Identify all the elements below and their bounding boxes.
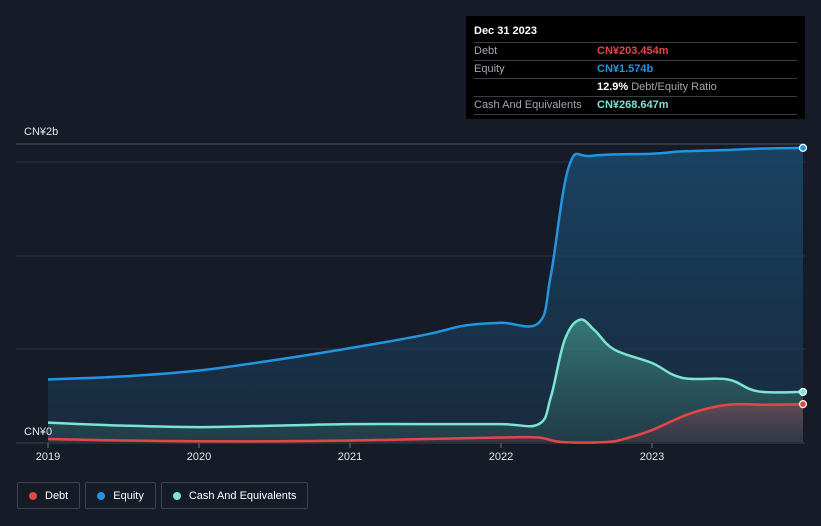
legend-item-equity[interactable]: Equity [85, 482, 156, 509]
x-tick-label: 2020 [187, 451, 211, 463]
legend-label-cash: Cash And Equivalents [188, 489, 297, 502]
legend-item-debt[interactable]: Debt [17, 482, 81, 509]
y-axis-zero-label: CN¥0 [24, 426, 52, 438]
tooltip-row-ratio: 12.9% Debt/Equity Ratio [474, 78, 797, 96]
tooltip-cash-value: CN¥268.647m [597, 99, 669, 111]
tooltip-row-equity: Equity CN¥1.574b [474, 60, 797, 78]
x-tick-label: 2023 [640, 451, 664, 463]
series-lines [47, 146, 804, 444]
tooltip-equity-label: Equity [474, 63, 505, 75]
area-debt [48, 404, 803, 443]
series-endpoints [798, 143, 808, 409]
x-tick-label: 2019 [36, 451, 60, 463]
legend-item-cash[interactable]: Cash And Equivalents [160, 482, 309, 509]
series-areas [48, 147, 803, 443]
tooltip-row-cash: Cash And Equivalents CN¥268.647m [474, 96, 797, 115]
chart-legend: Debt Equity Cash And Equivalents [17, 482, 309, 509]
tooltip-debt-label: Debt [474, 45, 498, 57]
tooltip-debt-value: CN¥203.454m [597, 45, 669, 57]
hover-tooltip: Dec 31 2023 Debt CN¥203.454m Equity CN¥1… [466, 16, 805, 119]
tooltip-row-debt: Debt CN¥203.454m [474, 42, 797, 60]
legend-label-equity: Equity [113, 489, 144, 502]
x-tick-label: 2021 [338, 451, 362, 463]
line-cash-and-equivalents [47, 318, 804, 429]
tooltip-ratio-value: 12.9% [597, 81, 629, 93]
line-debt [47, 402, 804, 444]
tooltip-equity-value: CN¥1.574b [597, 63, 654, 75]
line-equity [47, 146, 804, 381]
endpoint-equity [798, 143, 808, 152]
tooltip-date: Dec 31 2023 [474, 25, 537, 37]
legend-dot-equity [97, 491, 106, 500]
endpoint-cash-and-equivalents [798, 387, 808, 397]
tooltip-cash-label: Cash And Equivalents [474, 99, 582, 111]
y-axis-top-label: CN¥2b [24, 126, 58, 138]
legend-dot-cash [172, 491, 181, 500]
x-tick-label: 2022 [489, 451, 513, 463]
legend-dot-debt [29, 491, 37, 500]
endpoint-debt [798, 400, 808, 409]
tooltip-ratio-label: Debt/Equity Ratio [631, 81, 717, 93]
x-axis-ticks: 2019 2020 2021 2022 2023 [36, 443, 664, 463]
legend-label-debt: Debt [45, 489, 69, 502]
